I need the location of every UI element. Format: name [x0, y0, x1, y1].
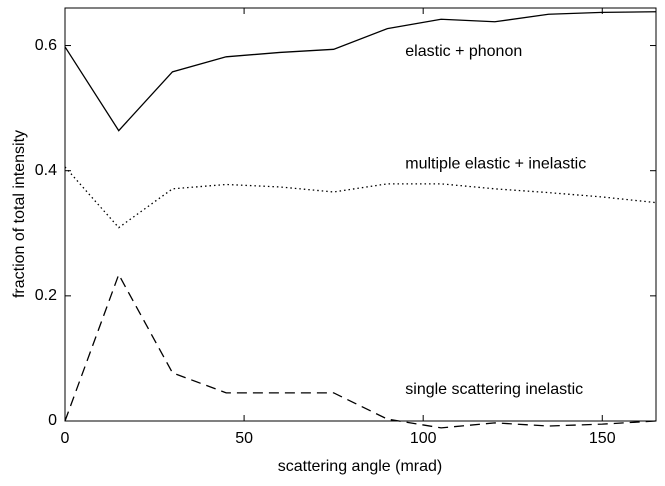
x-tick-label: 100	[410, 430, 437, 447]
annotation: elastic + phonon	[405, 43, 522, 60]
x-tick-label: 150	[589, 430, 616, 447]
x-tick-label: 0	[61, 430, 70, 447]
y-tick-label: 0.2	[35, 287, 57, 304]
y-tick-label: 0.6	[35, 37, 57, 54]
plot-frame	[64, 7, 657, 422]
y-axis-label: fraction of total intensity	[11, 130, 28, 298]
y-tick-label: 0	[48, 412, 57, 429]
annotation: multiple elastic + inelastic	[405, 156, 586, 173]
series-line	[64, 166, 657, 229]
series-line	[64, 11, 657, 132]
x-tick-label: 50	[235, 430, 253, 447]
series-line	[64, 273, 657, 429]
annotation: single scattering inelastic	[405, 381, 583, 398]
x-axis-label: scattering angle (mrad)	[278, 458, 443, 475]
y-tick-label: 0.4	[35, 162, 57, 179]
